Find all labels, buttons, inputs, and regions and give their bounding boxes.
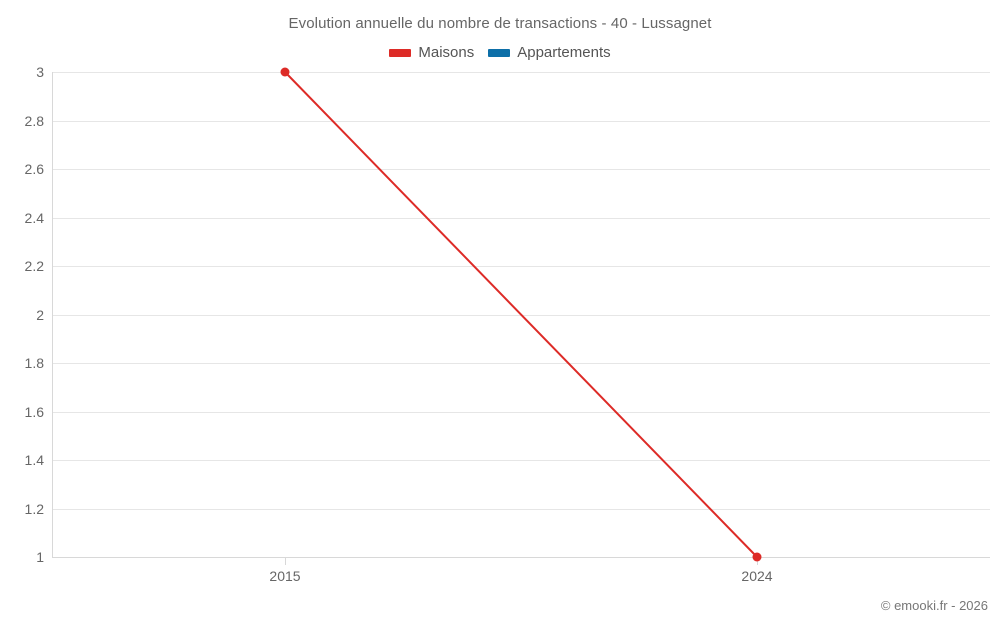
legend-swatch-appartements bbox=[488, 48, 511, 57]
y-axis-line bbox=[52, 72, 53, 558]
y-tick-label: 1.6 bbox=[24, 403, 44, 420]
x-tick-label: 2024 bbox=[741, 568, 773, 584]
gridline bbox=[53, 314, 990, 316]
data-point-maisons[interactable] bbox=[752, 552, 762, 562]
legend-label-appartements: Appartements bbox=[517, 44, 611, 61]
legend-label-maisons: Maisons bbox=[418, 44, 475, 61]
legend-swatch-maisons bbox=[389, 48, 412, 57]
gridline bbox=[53, 169, 990, 170]
gridline bbox=[53, 557, 990, 558]
y-tick-label: 2.2 bbox=[24, 258, 44, 274]
y-tick-label: 1.4 bbox=[24, 452, 44, 468]
gridline bbox=[53, 266, 990, 267]
x-tick-label: 2015 bbox=[269, 568, 301, 584]
data-point-maisons[interactable] bbox=[280, 67, 290, 77]
y-tick-label: 3 bbox=[36, 64, 44, 80]
credits-label: © emooki.fr - 2026 bbox=[880, 598, 988, 613]
gridline bbox=[53, 363, 990, 364]
gridline bbox=[53, 120, 990, 122]
gridline bbox=[53, 72, 990, 73]
y-tick-label: 2.6 bbox=[24, 161, 44, 177]
y-axis-ticks: 3 2.8 2.6 2.4 2.2 2 1.8 1.6 1.4 1.2 1 bbox=[0, 64, 44, 565]
y-tick-label: 2.4 bbox=[24, 209, 44, 226]
y-tick-label: 2.8 bbox=[24, 112, 44, 129]
gridline bbox=[53, 460, 990, 461]
x-tick-mark bbox=[285, 557, 286, 565]
legend-item-maisons[interactable]: Maisons bbox=[389, 45, 474, 60]
plot-area bbox=[53, 72, 990, 558]
gridline bbox=[53, 508, 990, 510]
y-tick-label: 1 bbox=[36, 549, 44, 565]
legend-item-appartements[interactable]: Appartements bbox=[488, 44, 611, 61]
gridline bbox=[53, 411, 990, 413]
y-tick-label: 1.2 bbox=[24, 500, 44, 517]
chart-title: Evolution annuelle du nombre de transact… bbox=[288, 15, 712, 32]
gridline bbox=[53, 217, 990, 219]
y-tick-label: 2 bbox=[36, 306, 44, 323]
y-tick-label: 1.8 bbox=[24, 355, 44, 371]
chart-legend: Maisons Appartements bbox=[0, 45, 1000, 60]
